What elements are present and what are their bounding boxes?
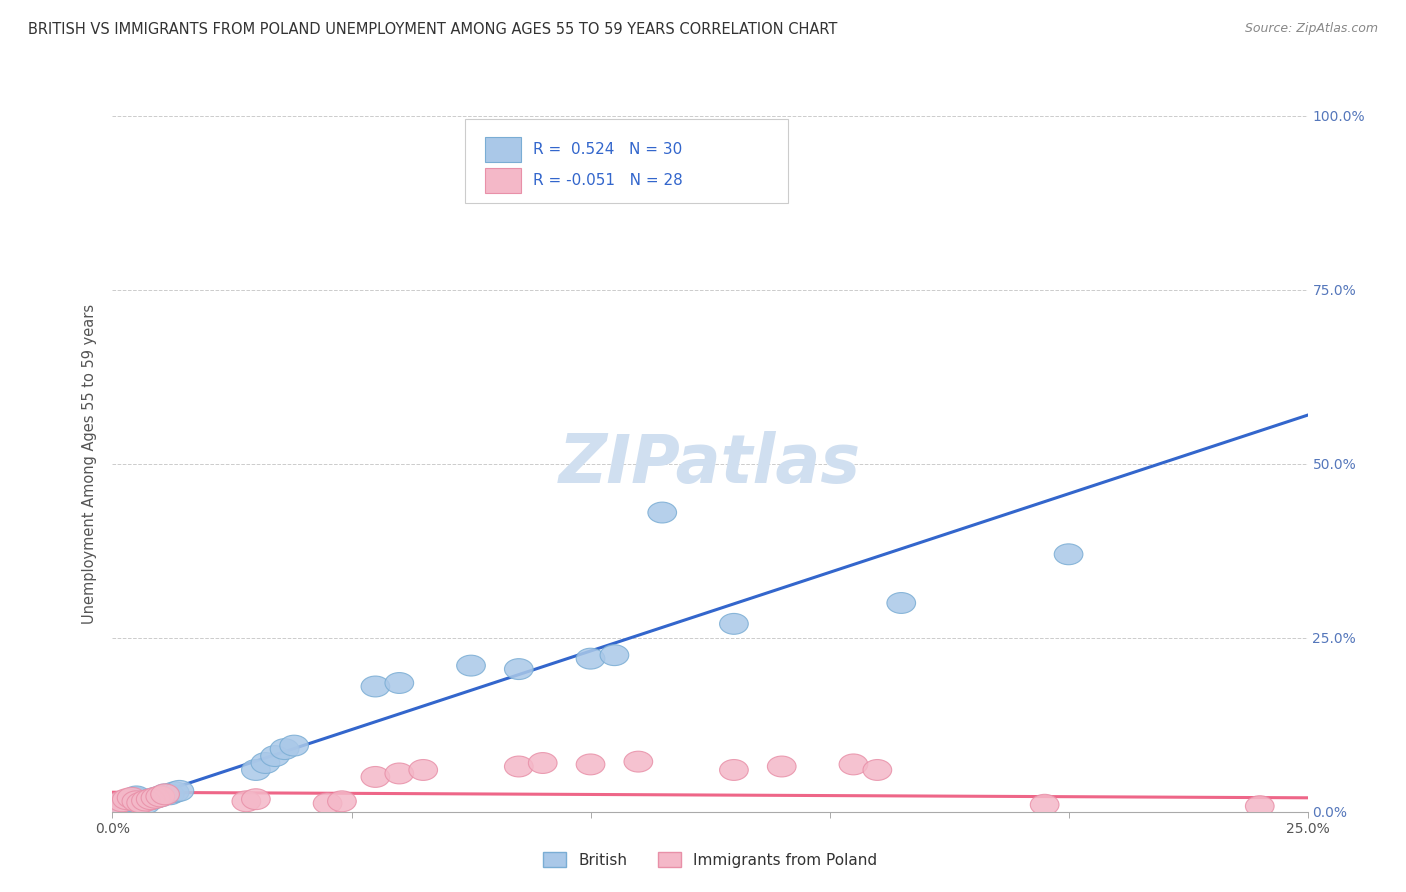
Ellipse shape xyxy=(576,648,605,669)
Ellipse shape xyxy=(720,614,748,634)
Ellipse shape xyxy=(127,792,156,814)
Ellipse shape xyxy=(117,789,146,810)
Ellipse shape xyxy=(108,793,136,814)
Ellipse shape xyxy=(112,791,141,812)
Ellipse shape xyxy=(122,788,150,808)
Ellipse shape xyxy=(409,760,437,780)
Ellipse shape xyxy=(122,791,150,812)
Ellipse shape xyxy=(150,784,180,805)
Ellipse shape xyxy=(150,784,180,805)
Ellipse shape xyxy=(136,789,165,810)
Ellipse shape xyxy=(1031,794,1059,815)
Text: BRITISH VS IMMIGRANTS FROM POLAND UNEMPLOYMENT AMONG AGES 55 TO 59 YEARS CORRELA: BRITISH VS IMMIGRANTS FROM POLAND UNEMPL… xyxy=(28,22,838,37)
Ellipse shape xyxy=(232,791,260,812)
Ellipse shape xyxy=(103,794,132,815)
Ellipse shape xyxy=(385,763,413,784)
Ellipse shape xyxy=(146,786,174,807)
Ellipse shape xyxy=(505,756,533,777)
Text: ZIPatlas: ZIPatlas xyxy=(560,431,860,497)
Ellipse shape xyxy=(361,766,389,788)
Ellipse shape xyxy=(385,673,413,693)
Ellipse shape xyxy=(768,756,796,777)
FancyBboxPatch shape xyxy=(485,168,522,193)
Ellipse shape xyxy=(141,788,170,808)
Ellipse shape xyxy=(457,655,485,676)
Ellipse shape xyxy=(863,760,891,780)
Ellipse shape xyxy=(839,754,868,775)
Ellipse shape xyxy=(648,502,676,523)
Ellipse shape xyxy=(260,746,290,766)
Text: Source: ZipAtlas.com: Source: ZipAtlas.com xyxy=(1244,22,1378,36)
Ellipse shape xyxy=(108,791,136,812)
Ellipse shape xyxy=(600,645,628,665)
Y-axis label: Unemployment Among Ages 55 to 59 years: Unemployment Among Ages 55 to 59 years xyxy=(82,304,97,624)
Legend: British, Immigrants from Poland: British, Immigrants from Poland xyxy=(537,846,883,873)
Ellipse shape xyxy=(165,780,194,801)
Ellipse shape xyxy=(103,793,132,814)
Ellipse shape xyxy=(146,786,174,807)
Ellipse shape xyxy=(314,793,342,814)
Ellipse shape xyxy=(576,754,605,775)
Ellipse shape xyxy=(887,592,915,614)
Ellipse shape xyxy=(242,789,270,810)
Ellipse shape xyxy=(242,760,270,780)
Ellipse shape xyxy=(505,658,533,680)
Text: R =  0.524   N = 30: R = 0.524 N = 30 xyxy=(533,142,682,157)
Ellipse shape xyxy=(117,788,146,808)
FancyBboxPatch shape xyxy=(465,120,787,203)
Ellipse shape xyxy=(122,786,150,807)
Ellipse shape xyxy=(529,753,557,773)
Ellipse shape xyxy=(1054,544,1083,565)
Ellipse shape xyxy=(328,791,356,812)
Ellipse shape xyxy=(361,676,389,697)
Ellipse shape xyxy=(132,793,160,814)
Ellipse shape xyxy=(720,760,748,780)
Ellipse shape xyxy=(280,735,308,756)
Ellipse shape xyxy=(112,789,141,810)
Ellipse shape xyxy=(136,789,165,810)
Ellipse shape xyxy=(252,753,280,773)
Ellipse shape xyxy=(1246,796,1274,816)
Ellipse shape xyxy=(624,751,652,772)
Text: R = -0.051   N = 28: R = -0.051 N = 28 xyxy=(533,173,683,188)
FancyBboxPatch shape xyxy=(485,137,522,162)
Ellipse shape xyxy=(160,781,188,803)
Ellipse shape xyxy=(270,739,299,760)
Ellipse shape xyxy=(127,791,156,812)
Ellipse shape xyxy=(156,784,184,805)
Ellipse shape xyxy=(132,790,160,811)
Ellipse shape xyxy=(141,788,170,808)
